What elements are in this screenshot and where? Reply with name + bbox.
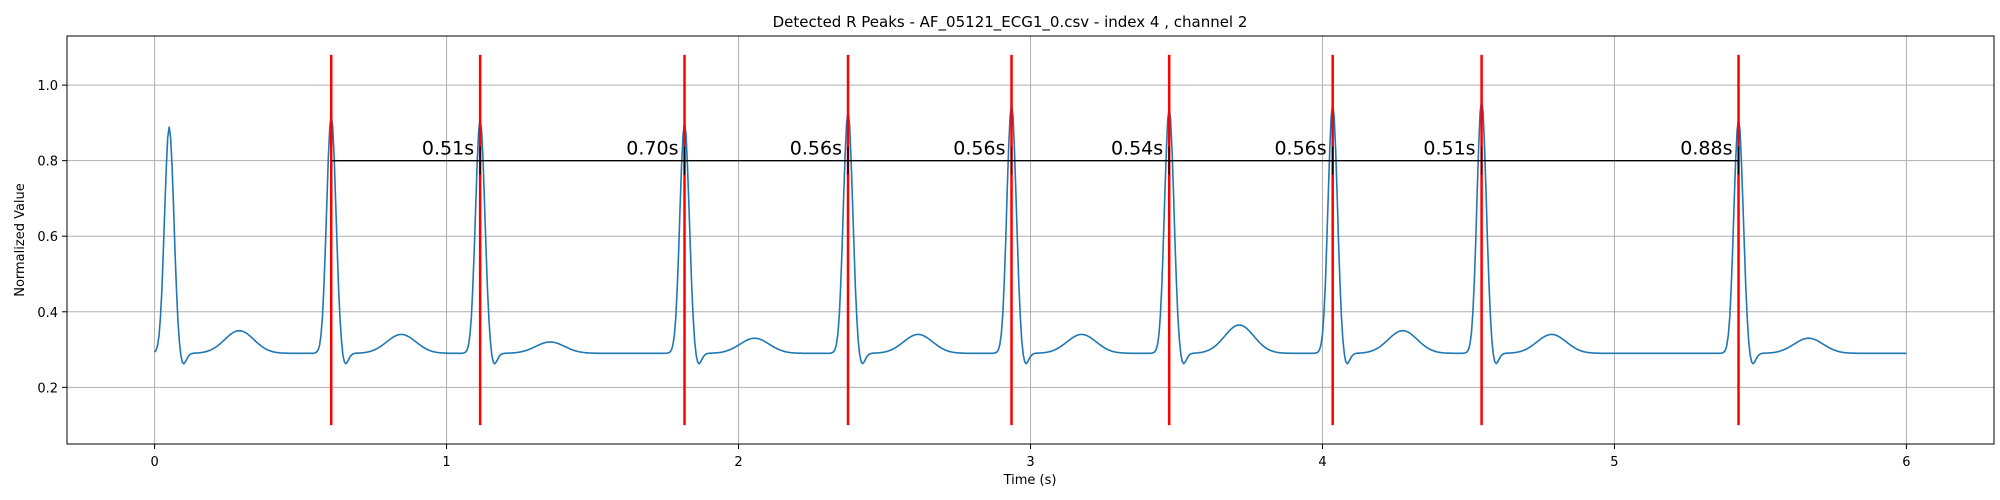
rr-interval-label: 0.70s	[626, 138, 678, 160]
rr-interval-annotations: 0.51s 0.70s 0.56s 0.56s 0.54s 0.56s 0.51s 0.88s	[331, 138, 1740, 175]
x-tick-label: 1	[442, 455, 450, 470]
rr-interval-label: 0.56s	[953, 138, 1005, 160]
chart-title: Detected R Peaks - AF_05121_ECG1_0.csv -…	[773, 13, 1248, 32]
y-tick-label: 0.6	[37, 230, 58, 245]
x-tick-label: 2	[734, 455, 742, 470]
rr-interval-label: 0.51s	[422, 138, 474, 160]
x-tick-label: 0	[150, 455, 158, 470]
rr-interval-label: 0.88s	[1680, 138, 1732, 160]
rr-interval-label: 0.51s	[1423, 138, 1475, 160]
x-tick-label: 5	[1610, 455, 1618, 470]
y-tick-label: 0.8	[37, 155, 58, 170]
axis-ticks: 0 1 2 3 4 5 6 0.2 0.4 0.6 0.8 1.0	[37, 79, 1910, 470]
x-tick-label: 3	[1026, 455, 1034, 470]
x-tick-label: 4	[1318, 455, 1326, 470]
ecg-signal	[153, 100, 1907, 365]
y-tick-label: 0.2	[37, 381, 58, 396]
rr-interval-label: 0.56s	[1274, 138, 1326, 160]
y-axis-label: Normalized Value	[13, 183, 28, 297]
rr-interval-label: 0.54s	[1111, 138, 1163, 160]
x-tick-label: 6	[1902, 455, 1910, 470]
ecg-signal-line	[153, 100, 1907, 365]
rr-interval-label: 0.56s	[790, 138, 842, 160]
r-peak-markers	[329, 54, 1740, 426]
y-tick-label: 0.4	[37, 306, 58, 321]
y-tick-label: 1.0	[37, 79, 58, 94]
x-axis-label: Time (s)	[1003, 473, 1057, 488]
